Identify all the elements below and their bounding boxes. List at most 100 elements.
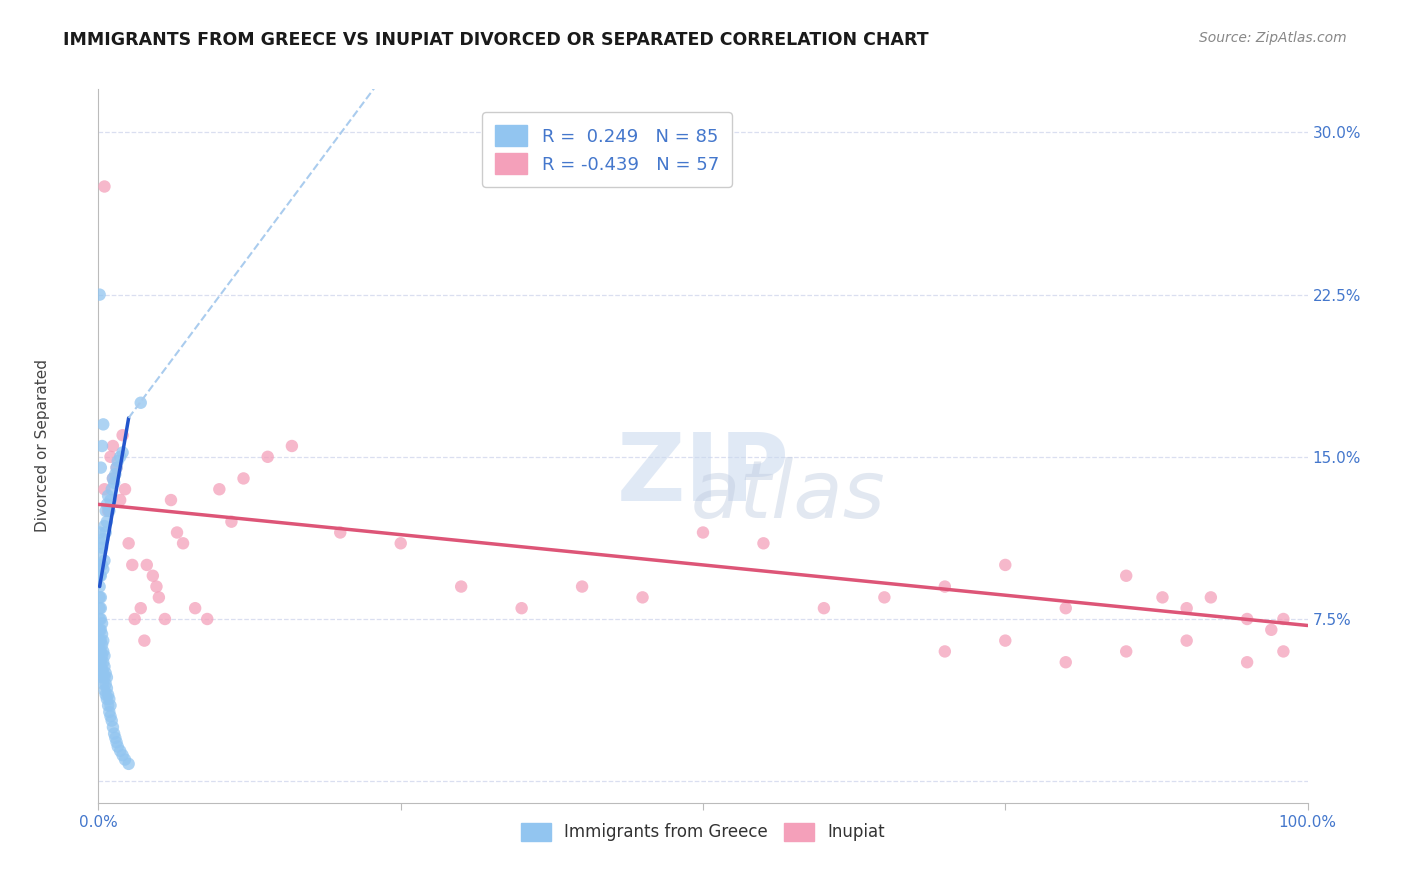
Point xyxy=(1054,655,1077,669)
Point xyxy=(103,475,125,490)
Point xyxy=(96,692,118,706)
Point xyxy=(100,493,122,508)
Y-axis label: Divorced or Separated: Divorced or Separated xyxy=(35,359,49,533)
Point xyxy=(90,644,112,658)
Point xyxy=(100,698,122,713)
Point xyxy=(114,482,136,496)
Point xyxy=(89,623,111,637)
Point xyxy=(1272,644,1295,658)
Point xyxy=(93,553,115,567)
Point xyxy=(232,471,254,485)
Point xyxy=(97,489,120,503)
Point xyxy=(100,709,122,723)
Point xyxy=(1054,601,1077,615)
Point xyxy=(1236,655,1258,669)
Point xyxy=(93,659,115,673)
Point xyxy=(91,638,114,652)
Point xyxy=(97,688,120,702)
Point xyxy=(1272,612,1295,626)
Point xyxy=(90,655,112,669)
Point xyxy=(108,744,131,758)
Point xyxy=(105,460,128,475)
Point xyxy=(172,536,194,550)
Point xyxy=(91,541,114,555)
Point xyxy=(124,612,146,626)
Point xyxy=(1175,633,1198,648)
Point xyxy=(91,648,114,663)
Point xyxy=(96,681,118,696)
Point xyxy=(91,532,114,546)
Point xyxy=(281,439,304,453)
Point xyxy=(108,493,131,508)
Point xyxy=(89,601,111,615)
Point xyxy=(101,471,124,485)
Point xyxy=(1199,591,1222,605)
Point xyxy=(90,623,112,637)
Point xyxy=(166,525,188,540)
Point xyxy=(813,601,835,615)
Point xyxy=(111,445,134,459)
Point xyxy=(105,735,128,749)
Point xyxy=(89,547,111,561)
Point xyxy=(96,497,118,511)
Point xyxy=(94,666,117,681)
Point xyxy=(89,591,111,605)
Point xyxy=(91,670,114,684)
Point xyxy=(107,454,129,468)
Point xyxy=(121,558,143,572)
Point xyxy=(91,616,114,631)
Point xyxy=(108,450,131,464)
Point xyxy=(89,644,111,658)
Point xyxy=(103,726,125,740)
Point xyxy=(90,601,112,615)
Point xyxy=(148,591,170,605)
Point xyxy=(134,633,156,648)
Point xyxy=(256,450,278,464)
Point xyxy=(129,601,152,615)
Point xyxy=(184,601,207,615)
Point xyxy=(98,692,121,706)
Point xyxy=(1115,568,1137,582)
Point xyxy=(135,558,157,572)
Point xyxy=(96,670,118,684)
Point xyxy=(1115,644,1137,658)
Point xyxy=(994,558,1017,572)
Point xyxy=(105,460,128,475)
Point xyxy=(631,591,654,605)
Point xyxy=(101,720,124,734)
Point xyxy=(97,504,120,518)
Point xyxy=(89,525,111,540)
Point xyxy=(752,536,775,550)
Text: Source: ZipAtlas.com: Source: ZipAtlas.com xyxy=(1199,31,1347,45)
Point xyxy=(1236,612,1258,626)
Point xyxy=(93,179,115,194)
Point xyxy=(129,396,152,410)
Point xyxy=(93,670,115,684)
Point xyxy=(91,439,114,453)
Point xyxy=(91,627,114,641)
Point xyxy=(873,591,896,605)
Point xyxy=(89,580,111,594)
Point xyxy=(89,568,111,582)
Point xyxy=(91,633,114,648)
Point xyxy=(94,677,117,691)
Point xyxy=(93,519,115,533)
Point xyxy=(100,714,122,728)
Point xyxy=(90,591,112,605)
Point xyxy=(104,731,127,745)
Text: atlas: atlas xyxy=(690,457,884,535)
Point xyxy=(142,568,165,582)
Point xyxy=(91,666,114,681)
Point xyxy=(97,698,120,713)
Point xyxy=(89,287,111,301)
Point xyxy=(91,662,114,676)
Point xyxy=(571,580,593,594)
Point xyxy=(91,655,114,669)
Point xyxy=(93,648,115,663)
Point xyxy=(994,633,1017,648)
Point xyxy=(1175,601,1198,615)
Point xyxy=(111,428,134,442)
Point xyxy=(91,558,114,572)
Point xyxy=(104,467,127,482)
Point xyxy=(94,525,117,540)
